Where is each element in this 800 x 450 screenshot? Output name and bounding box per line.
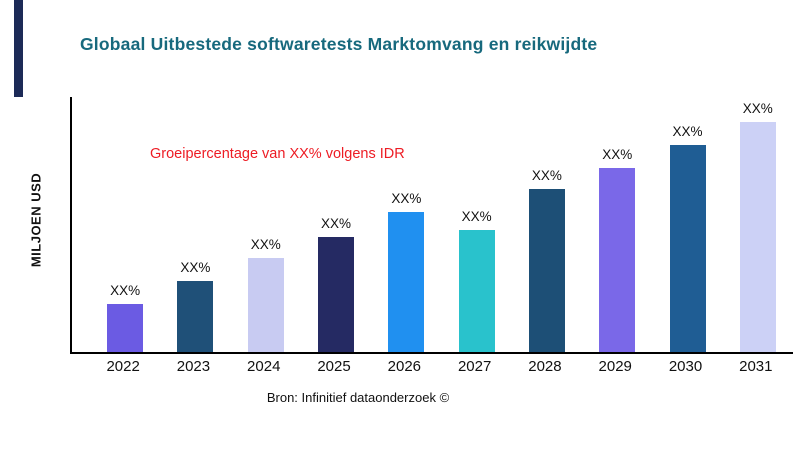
x-axis-tick-label: 2025 — [317, 358, 351, 375]
x-axis-tick-label: 2026 — [387, 358, 422, 375]
plot-area: XX% XX% XX% XX% XX% XX% XX% XX% XX% XX% — [70, 97, 793, 354]
bar-value-label: XX% — [461, 209, 492, 224]
x-axis-tick-label: 2023 — [176, 358, 211, 375]
x-axis-tick-label: 2024 — [247, 358, 281, 375]
bar-group: XX% — [232, 97, 300, 352]
bar — [177, 281, 214, 352]
bar — [388, 212, 425, 352]
bar — [739, 122, 776, 352]
source-caption: Bron: Infinitief dataonderzoek © — [266, 390, 450, 405]
bar — [247, 258, 284, 352]
x-axis-tick-labels: 2022 2023 2024 2025 2026 2027 2028 2029 2030 2031 — [70, 358, 791, 375]
bar-group: XX% — [513, 97, 581, 352]
bar — [528, 189, 565, 352]
bar-value-label: XX% — [321, 216, 352, 231]
bar-value-label: XX% — [531, 168, 562, 183]
bar-value-label: XX% — [180, 260, 211, 275]
bar — [458, 230, 495, 352]
x-axis-tick-label: 2030 — [668, 358, 703, 375]
growth-rate-annotation: Groeipercentage van XX% volgens IDR — [150, 146, 405, 162]
x-axis-tick-label: 2029 — [598, 358, 632, 375]
bar — [599, 168, 636, 352]
bar-group: XX% — [91, 97, 159, 352]
x-axis-tick-label: 2031 — [739, 358, 773, 375]
bar — [107, 304, 144, 352]
bar-group: XX% — [724, 97, 792, 352]
bar-value-label: XX% — [672, 124, 703, 139]
y-axis-label: MILJOEN USD — [28, 172, 44, 268]
bar-group: XX% — [302, 97, 370, 352]
x-axis-tick-label: 2027 — [457, 358, 492, 375]
bar-value-label: XX% — [602, 147, 633, 162]
bar — [318, 237, 355, 352]
x-axis-tick-label: 2022 — [106, 358, 140, 375]
bar-group: XX% — [583, 97, 651, 352]
bar-group: XX% — [161, 97, 229, 352]
bar-value-label: XX% — [742, 101, 773, 116]
bar — [669, 145, 706, 352]
bar-value-label: XX% — [110, 283, 141, 298]
bar-group: XX% — [372, 97, 440, 352]
x-axis-tick-label: 2028 — [528, 358, 562, 375]
chart-title: Globaal Uitbestede softwaretests Marktom… — [80, 34, 598, 54]
accent-strip — [14, 0, 23, 97]
bar-value-label: XX% — [391, 191, 422, 206]
bar-group: XX% — [654, 97, 722, 352]
bar-value-label: XX% — [250, 237, 281, 252]
bar-group: XX% — [443, 97, 511, 352]
